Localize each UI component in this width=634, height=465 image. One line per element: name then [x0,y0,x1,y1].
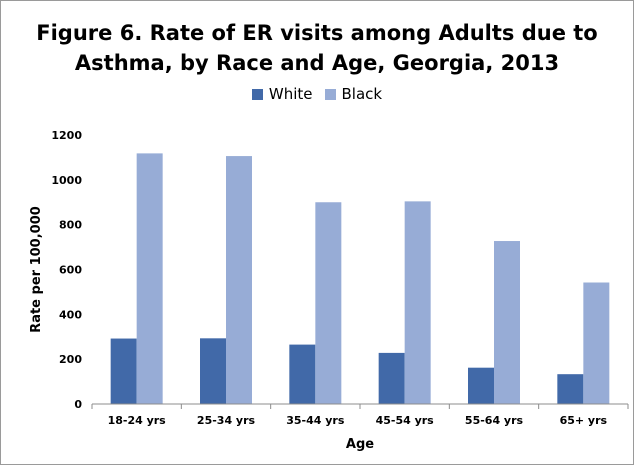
bar-black [494,241,520,404]
bar-white [557,374,584,404]
y-tick-label: 1200 [51,129,82,142]
bars-group [110,153,610,404]
y-tick-label: 600 [59,264,82,277]
bar-white [378,352,405,404]
bar-black [136,153,163,404]
x-tick-label: 45-54 yrs [376,414,435,427]
bar-white [468,367,494,404]
y-tick-label: 400 [59,308,82,321]
x-axis-ticks: 18-24 yrs 25-34 yrs 35-44 yrs 45-54 yrs 55-6… [91,404,629,427]
legend-label-black: Black [341,85,383,103]
x-tick-label: 55-64 yrs [465,414,524,427]
y-tick-label: 800 [59,219,82,232]
x-tick-label: 35-44 yrs [286,414,345,427]
x-axis-title: Age [346,437,374,452]
chart-title-line-2: Asthma, by Race and Age, Georgia, 2013 [74,51,560,75]
y-axis-ticks: 0 200 400 600 800 1000 1200 [51,129,82,411]
legend-item-black: Black [324,85,383,103]
y-tick-label: 1000 [51,174,82,187]
bar-white [110,338,137,404]
bar-black [404,201,431,404]
legend-swatch-white [251,88,263,100]
bar-black [583,282,610,404]
bar-black [315,202,342,404]
bar-black [226,156,252,404]
chart-title-line-1: Figure 6. Rate of ER visits among Adults… [36,21,598,45]
x-tick-label: 25-34 yrs [197,414,256,427]
legend-item-white: White [251,85,313,103]
bar-white [289,344,316,404]
y-tick-label: 0 [74,398,82,411]
y-axis-title: Rate per 100,000 [29,206,44,333]
legend-swatch-black [324,88,336,100]
bar-white [200,338,226,404]
legend-label-white: White [268,85,313,103]
chart-title: Figure 6. Rate of ER visits among Adults… [0,18,634,78]
x-tick-label: 65+ yrs [560,414,608,427]
x-tick-label: 18-24 yrs [108,414,167,427]
chart-legend: White Black [0,85,634,103]
y-tick-label: 200 [59,353,82,366]
